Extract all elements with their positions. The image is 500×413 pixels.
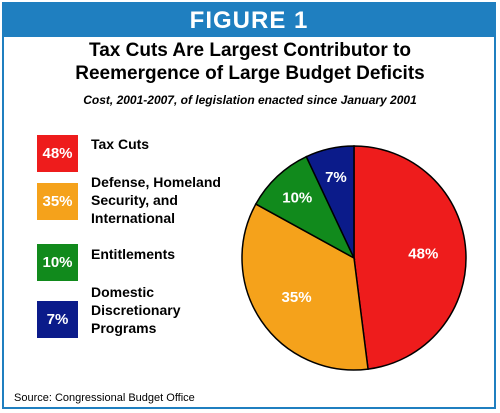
- chart-title-line-1: Tax Cuts Are Largest Contributor to: [89, 40, 411, 61]
- legend-value-domestic: 7%: [46, 311, 69, 328]
- legend-label-entitlements: Entitlements: [91, 246, 176, 262]
- figure-banner: FIGURE 1: [4, 4, 494, 37]
- legend-swatch-entitlements: 10%: [37, 244, 78, 281]
- legend-swatch-domestic: 7%: [37, 301, 78, 338]
- chart-title-line-2: Reemergence of Large Budget Deficits: [75, 63, 425, 84]
- source-note: Source: Congressional Budget Office: [14, 392, 195, 404]
- legend-value-entitlements: 10%: [42, 254, 73, 271]
- legend-label-domestic: Domestic Discretionary Programs: [91, 284, 181, 336]
- legend-value-defense: 35%: [42, 193, 73, 210]
- legend-label-defense: Defense, Homeland Security, and Internat…: [91, 174, 221, 226]
- chart-subtitle: Cost, 2001-2007, of legislation enacted …: [83, 93, 417, 107]
- legend-swatch-tax-cuts: 48%: [37, 135, 78, 172]
- legend-value-tax-cuts: 48%: [42, 145, 73, 162]
- legend-label-tax-cuts: Tax Cuts: [91, 136, 150, 152]
- legend-swatch-defense: 35%: [37, 183, 78, 220]
